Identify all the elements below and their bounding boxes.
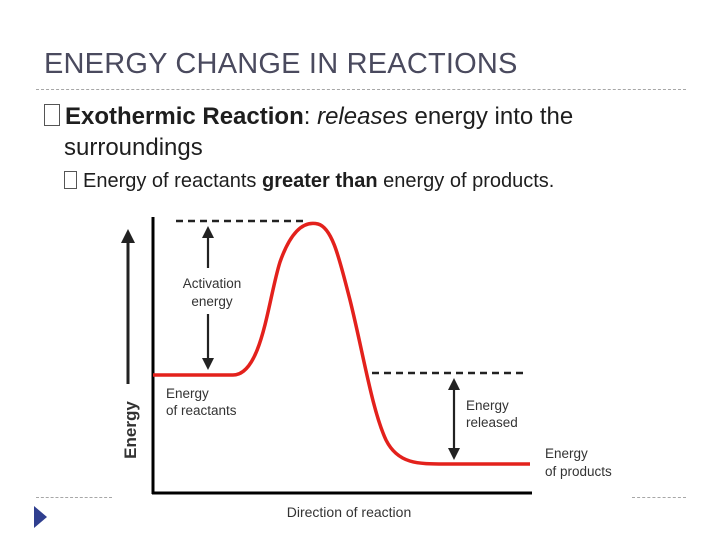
products-label-line1: Energy [545, 446, 588, 461]
releases-emphasis: releases [317, 103, 408, 130]
released-label-line2: released [466, 415, 518, 430]
x-axis-label: Direction of reaction [287, 504, 412, 520]
footer-divider-right [632, 497, 686, 498]
reaction-energy-curve [153, 221, 530, 466]
bullet1-rest: energy into the [414, 103, 574, 130]
activation-label-line2: energy [191, 294, 233, 309]
footer-divider-left [36, 497, 112, 498]
reactants-label-line2: of reactants [166, 403, 237, 418]
title-divider [36, 89, 686, 90]
bullet-exothermic: Exothermic Reaction: releases energy int… [44, 101, 684, 163]
energy-released-arrow [448, 378, 460, 460]
sub-bullet-box-icon [64, 171, 77, 189]
bullet1-colon: : [303, 103, 311, 130]
activation-energy-arrows [202, 226, 214, 370]
plot-axes [151, 217, 532, 495]
bullet-box-icon [44, 104, 60, 126]
activation-label-line1: Activation [183, 276, 242, 291]
released-label-line1: Energy [466, 398, 509, 413]
y-axis-label: Energy [121, 401, 140, 459]
bullet2-suffix: energy of products. [383, 170, 555, 192]
bullet-energy-comparison: Energy of reactants greater than energy … [64, 170, 684, 193]
reactants-label-line1: Energy [166, 386, 209, 401]
greater-than-emphasis: greater than [262, 170, 378, 192]
products-label-line2: of products [545, 464, 612, 479]
bullet2-prefix: Energy of reactants [83, 170, 257, 192]
bullet1-line2: surroundings [64, 134, 203, 161]
slide-title: ENERGY CHANGE IN REACTIONS [44, 48, 518, 80]
energy-axis-arrow [121, 229, 135, 384]
play-arrow-icon[interactable] [34, 506, 47, 528]
exothermic-term: Exothermic Reaction [65, 103, 304, 130]
